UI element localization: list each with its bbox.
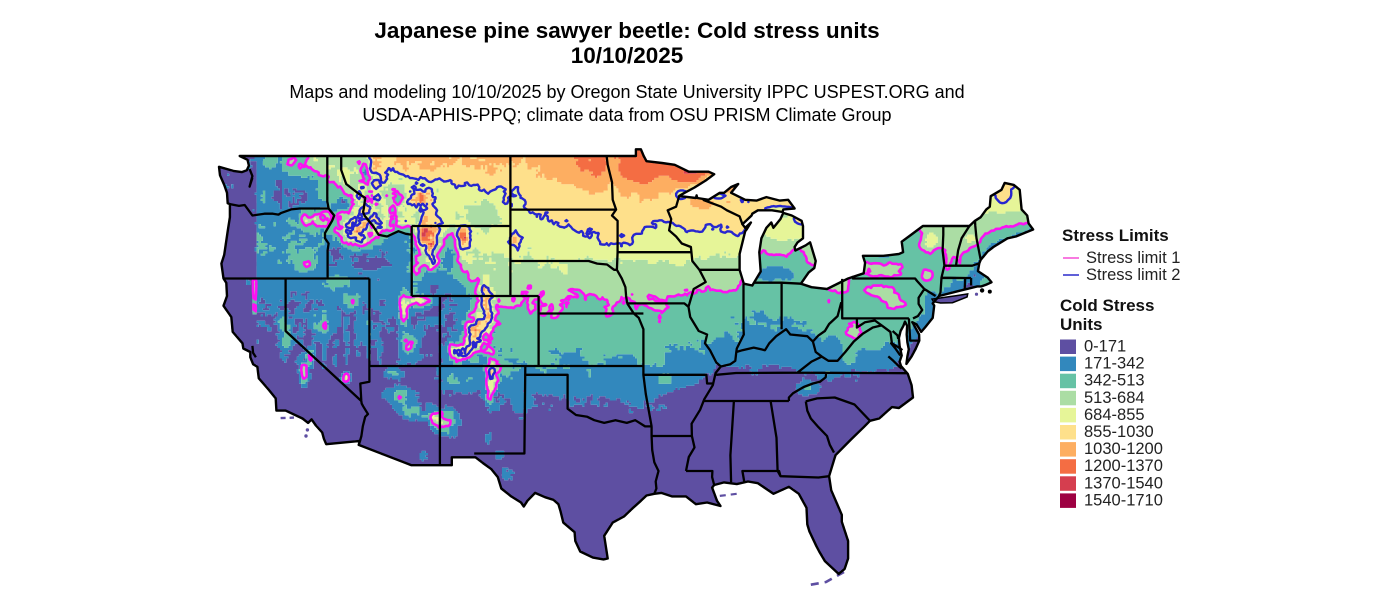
svg-text:342-513: 342-513 xyxy=(1084,372,1145,390)
svg-text:10/10/2025: 10/10/2025 xyxy=(571,43,684,68)
svg-text:1370-1540: 1370-1540 xyxy=(1084,474,1163,492)
svg-text:USDA-APHIS-PPQ; climate data f: USDA-APHIS-PPQ; climate data from OSU PR… xyxy=(362,105,891,125)
svg-text:171-342: 171-342 xyxy=(1084,355,1145,373)
svg-text:1540-1710: 1540-1710 xyxy=(1084,491,1163,509)
svg-text:855-1030: 855-1030 xyxy=(1084,423,1154,441)
svg-text:1030-1200: 1030-1200 xyxy=(1084,440,1163,458)
svg-text:Stress limit 2: Stress limit 2 xyxy=(1086,266,1180,284)
svg-text:513-684: 513-684 xyxy=(1084,389,1145,407)
svg-text:Stress Limits: Stress Limits xyxy=(1062,226,1169,245)
svg-text:0-171: 0-171 xyxy=(1084,338,1126,356)
svg-text:1200-1370: 1200-1370 xyxy=(1084,457,1163,475)
svg-text:684-855: 684-855 xyxy=(1084,406,1145,424)
svg-text:Units: Units xyxy=(1060,315,1103,334)
svg-text:Maps and modeling 10/10/2025 b: Maps and modeling 10/10/2025 by Oregon S… xyxy=(289,82,964,102)
svg-text:Japanese pine sawyer beetle: C: Japanese pine sawyer beetle: Cold stress… xyxy=(374,18,879,43)
svg-text:Cold Stress: Cold Stress xyxy=(1060,296,1154,315)
svg-text:Stress limit 1: Stress limit 1 xyxy=(1086,249,1180,267)
